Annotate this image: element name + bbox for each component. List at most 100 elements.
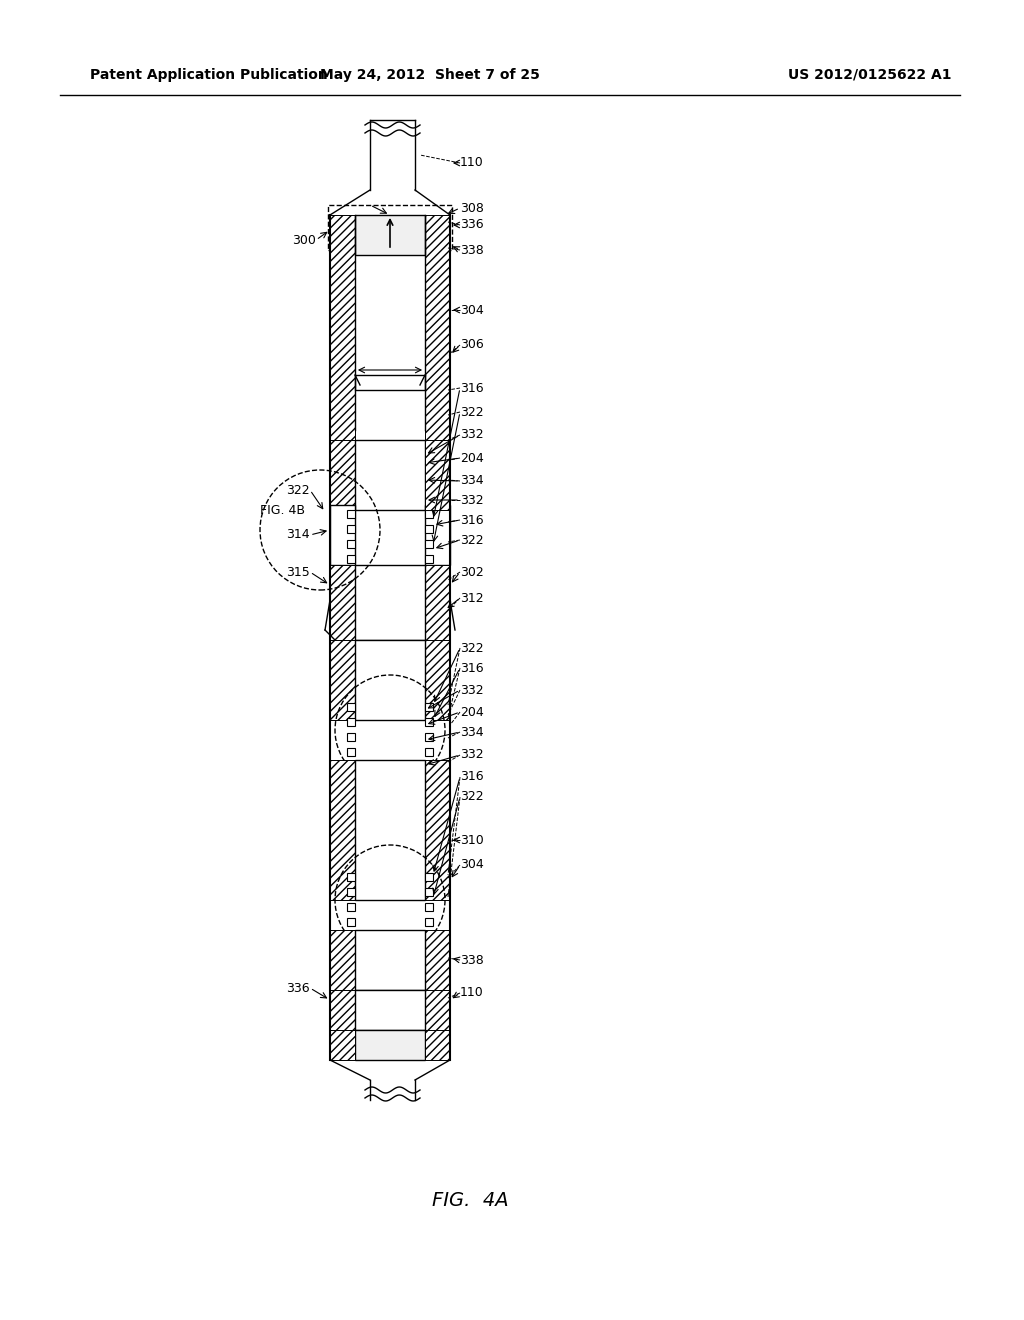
Bar <box>347 903 355 911</box>
Bar <box>425 733 433 741</box>
Bar <box>425 873 433 880</box>
Text: 110: 110 <box>460 986 483 999</box>
Bar <box>355 215 425 375</box>
Text: 334: 334 <box>460 474 483 487</box>
Text: FIG.  4A: FIG. 4A <box>432 1191 508 1209</box>
Bar <box>328 205 452 249</box>
Bar <box>347 554 355 564</box>
Text: 306: 306 <box>460 338 483 351</box>
Text: 308: 308 <box>460 202 484 214</box>
Bar <box>425 640 450 719</box>
Bar <box>425 215 450 440</box>
Bar <box>347 873 355 880</box>
Bar <box>425 917 433 927</box>
Bar <box>355 565 425 640</box>
Bar <box>330 760 355 900</box>
Text: 338: 338 <box>460 243 483 256</box>
Text: 314: 314 <box>287 528 310 541</box>
Bar <box>425 554 433 564</box>
Bar <box>330 215 355 440</box>
Bar <box>347 718 355 726</box>
Bar <box>425 1030 450 1060</box>
Text: US 2012/0125622 A1: US 2012/0125622 A1 <box>788 69 951 82</box>
Bar <box>347 510 355 517</box>
Text: FIG. 4B: FIG. 4B <box>260 503 305 516</box>
Bar <box>355 1030 425 1060</box>
Bar <box>330 215 355 440</box>
Bar <box>425 215 450 440</box>
Bar <box>347 704 355 711</box>
Text: 310: 310 <box>460 833 483 846</box>
Text: 322: 322 <box>460 791 483 804</box>
Text: 204: 204 <box>460 705 483 718</box>
Bar <box>330 990 355 1030</box>
Text: 336: 336 <box>287 982 310 994</box>
Bar <box>347 917 355 927</box>
Text: 316: 316 <box>460 771 483 784</box>
Text: 304: 304 <box>460 304 483 317</box>
Bar <box>330 931 355 990</box>
Bar <box>330 990 355 1030</box>
Bar <box>425 440 450 510</box>
Text: 302: 302 <box>460 565 483 578</box>
Bar <box>355 640 425 719</box>
Text: 322: 322 <box>460 405 483 418</box>
Text: 338: 338 <box>460 953 483 966</box>
Bar <box>330 440 355 510</box>
Text: 315: 315 <box>287 565 310 578</box>
Bar <box>355 440 425 510</box>
Text: 322: 322 <box>460 642 483 655</box>
Bar <box>355 931 425 990</box>
Bar <box>425 718 433 726</box>
Text: 334: 334 <box>460 726 483 738</box>
Bar <box>425 704 433 711</box>
Text: 300: 300 <box>292 234 316 247</box>
Bar <box>347 733 355 741</box>
Bar <box>347 525 355 533</box>
Bar <box>347 888 355 896</box>
Bar <box>425 931 450 990</box>
Bar <box>330 640 355 719</box>
Bar <box>425 903 433 911</box>
Bar <box>330 931 355 990</box>
Text: May 24, 2012  Sheet 7 of 25: May 24, 2012 Sheet 7 of 25 <box>321 69 540 82</box>
Bar <box>425 760 450 900</box>
Text: 204: 204 <box>460 451 483 465</box>
Bar <box>425 1030 450 1060</box>
Bar <box>347 748 355 756</box>
Bar <box>425 440 450 510</box>
Bar <box>355 760 425 900</box>
Text: 322: 322 <box>287 483 310 496</box>
Bar <box>425 990 450 1030</box>
Text: 316: 316 <box>460 513 483 527</box>
Bar <box>330 565 355 640</box>
Bar <box>355 990 425 1030</box>
Bar <box>330 506 355 565</box>
Bar <box>425 565 450 640</box>
Bar <box>425 506 450 565</box>
Text: 322: 322 <box>460 533 483 546</box>
Bar <box>425 565 450 640</box>
Text: 332: 332 <box>460 494 483 507</box>
Text: 312: 312 <box>460 591 483 605</box>
Text: 316: 316 <box>460 381 483 395</box>
Bar <box>425 931 450 990</box>
Bar <box>330 640 355 719</box>
Text: 336: 336 <box>460 219 483 231</box>
Bar <box>330 1030 355 1060</box>
Bar <box>355 375 425 389</box>
Text: 110: 110 <box>460 157 483 169</box>
Text: 332: 332 <box>460 684 483 697</box>
Bar <box>425 640 450 719</box>
Bar <box>425 990 450 1030</box>
Text: 332: 332 <box>460 429 483 441</box>
Bar <box>425 440 450 510</box>
Bar <box>347 540 355 548</box>
Text: 304: 304 <box>460 858 483 871</box>
Bar <box>425 440 450 510</box>
Text: Patent Application Publication: Patent Application Publication <box>90 69 328 82</box>
Bar <box>425 510 433 517</box>
Bar <box>330 565 355 640</box>
Text: 316: 316 <box>460 661 483 675</box>
Bar <box>425 525 433 533</box>
